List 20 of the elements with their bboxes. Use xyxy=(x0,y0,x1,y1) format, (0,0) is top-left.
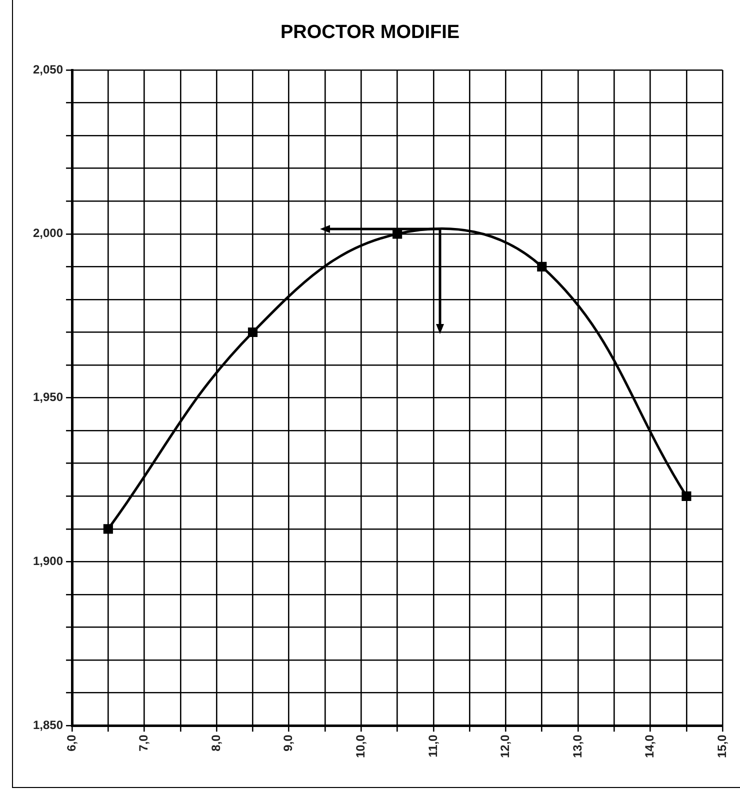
x-tick-label: 8,0 xyxy=(208,734,223,752)
y-tick-label: 1,850 xyxy=(33,718,64,732)
y-tick-label: 1,950 xyxy=(33,390,64,404)
point xyxy=(103,524,113,534)
point xyxy=(248,327,258,338)
x-tick-label: 12,0 xyxy=(498,734,512,758)
point xyxy=(682,491,692,501)
y-tick-label: 2,050 xyxy=(33,62,64,76)
x-tick-label: 14,0 xyxy=(642,734,657,758)
x-tick-label: 9,0 xyxy=(281,734,296,752)
y-tick-label: 1,900 xyxy=(33,554,64,568)
x-tick-label: 11,0 xyxy=(426,734,440,758)
x-tick-label: 15,0 xyxy=(714,734,729,758)
x-tick-label: 13,0 xyxy=(570,734,584,758)
chart-title: PROCTOR MODIFIE xyxy=(279,22,461,44)
y-tick-label: 2,000 xyxy=(33,226,64,240)
x-tick-label: 7,0 xyxy=(136,734,151,752)
x-tick-label: 6,0 xyxy=(64,734,78,752)
x-tick-label: 10,0 xyxy=(353,734,368,758)
point xyxy=(537,262,547,272)
